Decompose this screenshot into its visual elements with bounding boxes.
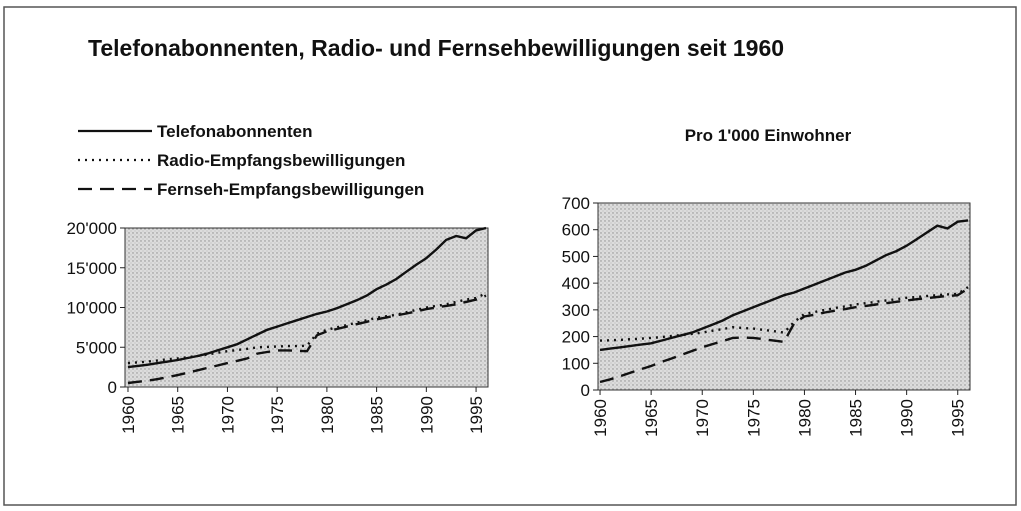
x-tick-label: 1990: [898, 399, 917, 437]
y-tick-label: 100: [562, 354, 590, 373]
x-tick-label: 1990: [417, 396, 436, 434]
x-tick-label: 1965: [169, 396, 188, 434]
x-tick-label: 1995: [949, 399, 968, 437]
x-tick-label: 1995: [467, 396, 486, 434]
x-tick-label: 1965: [642, 399, 661, 437]
series-line: [127, 292, 487, 365]
y-tick-label: 200: [562, 328, 590, 347]
x-tick-label: 1980: [795, 399, 814, 437]
x-tick-label: 1975: [744, 399, 763, 437]
y-tick-label: 0: [581, 381, 590, 400]
x-tick-label: 1985: [368, 396, 387, 434]
title: Telefonabonnenten, Radio- und Fernsehbew…: [88, 35, 784, 61]
series-line: [127, 294, 487, 385]
y-tick-label: 700: [562, 194, 590, 213]
y-tick-label: 5'000: [76, 338, 117, 357]
legend-label: Fernseh-Empfangsbewilligungen: [157, 180, 424, 199]
y-tick-label: 20'000: [66, 219, 117, 238]
x-tick-label: 1975: [268, 396, 287, 434]
y-tick-label: 600: [562, 221, 590, 240]
subtitle: Pro 1'000 Einwohner: [685, 126, 852, 145]
x-tick-label: 1970: [693, 399, 712, 437]
x-tick-label: 1960: [119, 396, 138, 434]
x-tick-label: 1960: [591, 399, 610, 437]
x-tick-label: 1985: [847, 399, 866, 437]
plot-area: [597, 202, 971, 391]
x-tick-label: 1980: [318, 396, 337, 434]
y-tick-label: 300: [562, 301, 590, 320]
legend-label: Telefonabonnenten: [157, 122, 313, 141]
series-line: [127, 226, 487, 369]
y-tick-label: 0: [108, 378, 117, 397]
legend-label: Radio-Empfangsbewilligungen: [157, 151, 405, 170]
y-tick-label: 400: [562, 274, 590, 293]
series-line: [599, 219, 969, 352]
y-tick-label: 15'000: [66, 259, 117, 278]
x-tick-label: 1970: [218, 396, 237, 434]
series-line: [599, 286, 969, 342]
y-tick-label: 500: [562, 247, 590, 266]
y-tick-label: 10'000: [66, 299, 117, 318]
